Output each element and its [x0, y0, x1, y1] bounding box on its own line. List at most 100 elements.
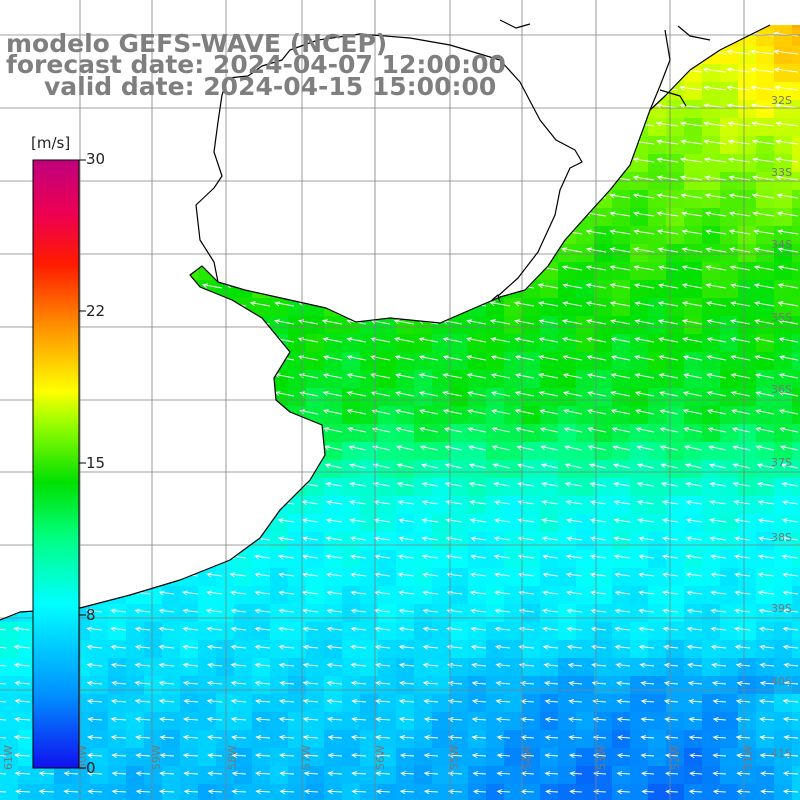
wind-vector: [705, 301, 727, 307]
wind-vector: [562, 355, 583, 361]
wind-vector: [610, 373, 631, 379]
wind-speed-cell: [684, 352, 703, 371]
wind-speed-cell: [630, 568, 649, 587]
wind-vector: [158, 590, 175, 596]
wind-vector: [444, 463, 463, 469]
wind-speed-cell: [234, 586, 253, 605]
wind-speed-cell: [216, 586, 235, 605]
wind-vector: [86, 770, 103, 777]
wind-speed-cell: [540, 622, 559, 641]
wind-vector: [255, 716, 271, 723]
wind-vector: [374, 752, 391, 759]
wind-vector: [445, 500, 463, 506]
wind-vector: [777, 247, 799, 253]
wind-vector: [279, 752, 295, 759]
wind-speed-cell: [576, 586, 595, 605]
wind-vector: [326, 680, 343, 686]
wind-speed-cell: [792, 370, 800, 389]
wind-speed-cell: [666, 190, 685, 209]
wind-vector: [686, 608, 703, 614]
wind-vector: [373, 500, 391, 506]
wind-vector: [733, 500, 751, 506]
colorbar: [32, 159, 80, 769]
wind-speed-cell: [576, 262, 595, 281]
wind-vector: [520, 789, 535, 795]
wind-vector: [230, 698, 247, 704]
wind-vector: [158, 698, 175, 704]
wind-speed-cell: [648, 694, 667, 713]
wind-vector: [735, 662, 751, 668]
wind-speed-cell: [558, 460, 577, 479]
wind-speed-cell: [720, 442, 739, 461]
wind-vector: [494, 608, 511, 614]
wind-speed-cell: [414, 712, 433, 731]
wind-speed-cell: [216, 622, 235, 641]
wind-vector: [569, 771, 583, 777]
wind-speed-cell: [648, 568, 667, 587]
wind-speed-cell: [684, 424, 703, 443]
wind-vector: [663, 680, 679, 686]
wind-speed-cell: [522, 406, 541, 425]
wind-vector: [565, 518, 583, 524]
wind-vector: [683, 373, 703, 379]
wind-speed-cell: [666, 424, 685, 443]
wind-speed-cell: [756, 496, 775, 515]
wind-vector: [658, 337, 679, 343]
wind-vector: [540, 482, 559, 488]
wind-vector: [422, 662, 439, 668]
wind-speed-cell: [594, 658, 613, 677]
wind-speed-cell: [342, 514, 361, 533]
wind-speed-cell: [720, 298, 739, 317]
wind-vector: [585, 247, 607, 253]
wind-vector: [566, 608, 583, 614]
wind-speed-cell: [396, 442, 415, 461]
wind-vector: [544, 680, 559, 686]
wind-vector: [255, 789, 271, 795]
wind-speed-cell: [270, 712, 289, 731]
wind-vector: [658, 355, 679, 361]
wind-speed-cell: [648, 460, 667, 479]
wind-speed-cell: [468, 622, 487, 641]
wind-speed-cell: [666, 352, 685, 371]
wind-vector: [685, 554, 703, 560]
wind-speed-cell: [720, 676, 739, 695]
wind-vector: [732, 445, 751, 451]
wind-vector: [634, 301, 655, 307]
wind-vector: [655, 103, 679, 109]
wind-speed-cell: [504, 370, 523, 389]
wind-vector: [134, 662, 151, 668]
wind-speed-cell: [774, 550, 793, 569]
wind-speed-cell: [666, 712, 685, 731]
wind-vector: [469, 518, 487, 524]
wind-speed-cell: [360, 478, 379, 497]
wind-vector: [302, 698, 319, 704]
wind-speed-cell: [720, 280, 739, 299]
wind-vector: [759, 734, 775, 741]
wind-vector: [13, 734, 31, 740]
wind-speed-cell: [432, 514, 451, 533]
wind-vector: [542, 554, 559, 560]
wind-vector: [733, 554, 751, 560]
wind-vector: [400, 771, 415, 777]
wind-speed-cell: [576, 658, 595, 677]
wind-vector: [493, 518, 511, 524]
wind-speed-cell: [414, 424, 433, 443]
wind-vector: [421, 482, 439, 488]
wind-vector: [375, 734, 391, 741]
wind-speed-cell: [720, 154, 739, 173]
wind-speed-cell: [396, 604, 415, 623]
wind-vector: [782, 644, 799, 650]
wind-vector: [349, 482, 367, 488]
wind-vector: [614, 608, 631, 614]
wind-vector: [495, 698, 511, 704]
wind-speed-cell: [702, 730, 721, 749]
wind-speed-cell: [324, 370, 343, 389]
wind-speed-cell: [666, 100, 685, 119]
wind-vector: [110, 644, 127, 650]
wind-speed-cell: [630, 676, 649, 695]
wind-vector: [632, 175, 655, 181]
wind-speed-cell: [558, 550, 577, 569]
wind-speed-cell: [396, 676, 415, 695]
wind-speed-cell: [774, 568, 793, 587]
wind-speed-cell: [396, 460, 415, 479]
